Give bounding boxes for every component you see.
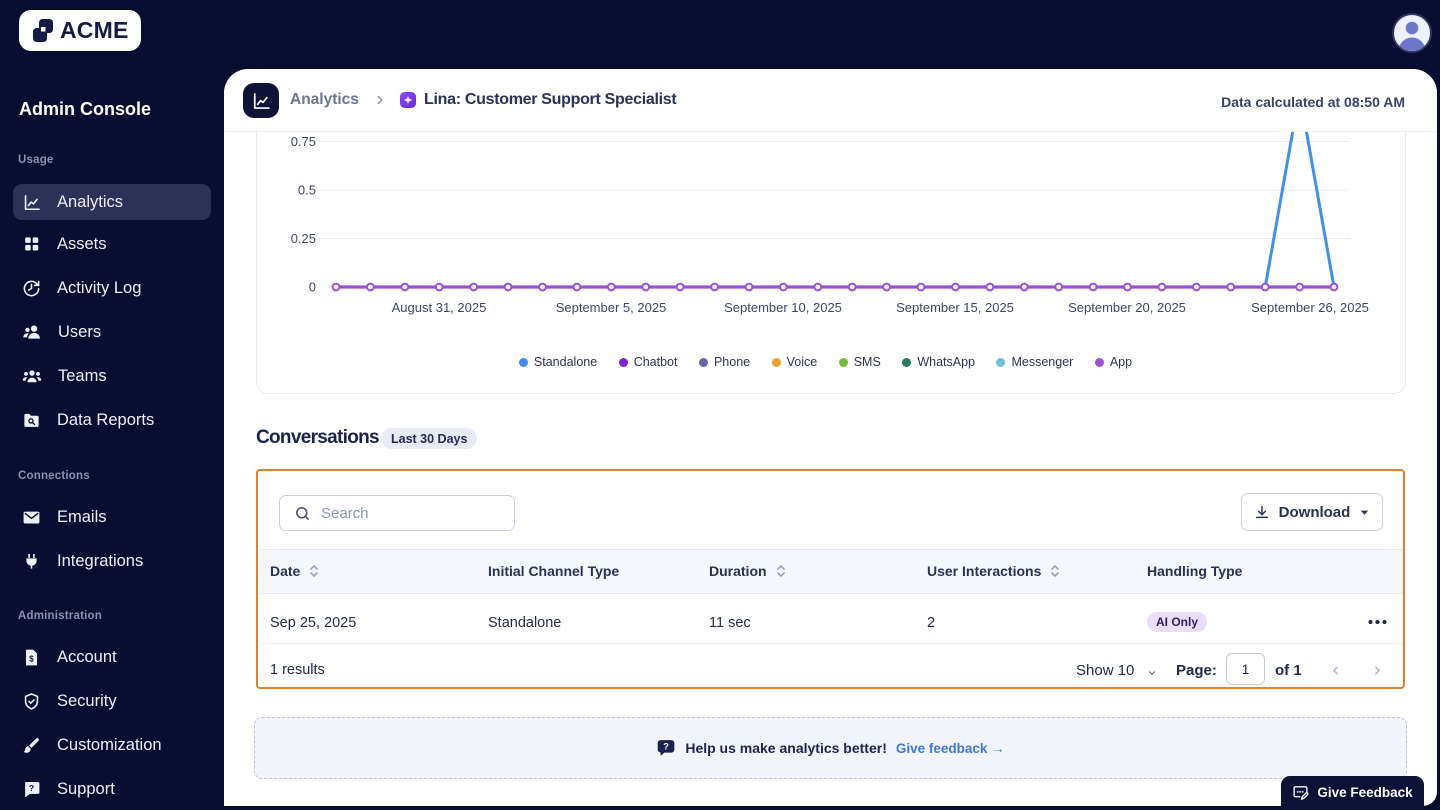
svg-text:September 26, 2025: September 26, 2025 [1251, 300, 1369, 315]
svg-text:0: 0 [309, 280, 316, 295]
svg-text:September 10, 2025: September 10, 2025 [724, 300, 842, 315]
svg-text:0.25: 0.25 [291, 231, 316, 246]
svg-text:0.75: 0.75 [291, 134, 316, 149]
svg-text:?: ? [663, 742, 669, 753]
svg-text:September 5, 2025: September 5, 2025 [556, 300, 667, 315]
svg-text:September 20, 2025: September 20, 2025 [1068, 300, 1186, 315]
svg-text:$: $ [29, 654, 34, 663]
svg-text:?: ? [29, 783, 34, 793]
svg-text:September 15, 2025: September 15, 2025 [896, 300, 1014, 315]
svg-text:0.5: 0.5 [298, 183, 316, 198]
svg-text:August 31, 2025: August 31, 2025 [392, 300, 487, 315]
